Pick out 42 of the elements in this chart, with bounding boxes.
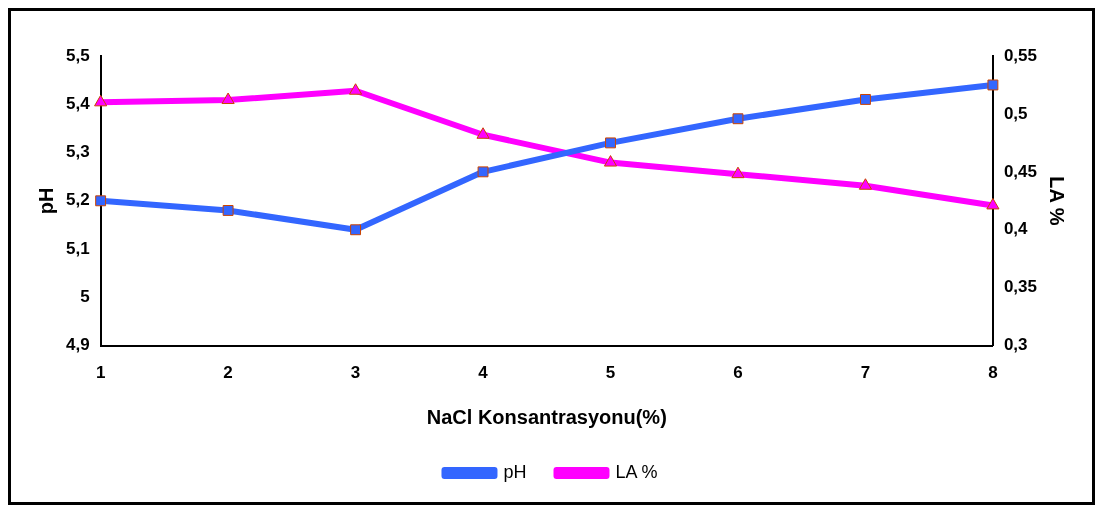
- point: [858, 178, 873, 190]
- point: [95, 195, 107, 207]
- point: [731, 166, 745, 179]
- y-tick-label: 5,2: [65, 190, 90, 210]
- y2-axis-title: LA %: [1046, 176, 1069, 226]
- x-tick-label: 5: [605, 363, 616, 383]
- y-tick-label: 5: [80, 287, 90, 307]
- x-tick-label: 6: [733, 363, 743, 383]
- y2-tick-label: 0,5: [1003, 103, 1028, 123]
- point: [94, 94, 108, 107]
- y2-tick-label: 0,4: [1003, 219, 1029, 239]
- y-tick-label: 5,5: [65, 45, 90, 65]
- point: [986, 197, 1000, 210]
- point: [603, 155, 618, 167]
- y2-tick-label: 0,55: [1003, 45, 1038, 65]
- point: [732, 113, 744, 125]
- point: [860, 93, 871, 105]
- point: [349, 83, 363, 95]
- y-tick-label: 5,3: [65, 142, 90, 162]
- point: [350, 224, 362, 236]
- y-tick-label: 5,4: [65, 93, 91, 113]
- point: [605, 137, 616, 149]
- legend-label: pH: [503, 461, 527, 482]
- point: [222, 205, 234, 216]
- y-tick-label: 5,1: [65, 238, 90, 258]
- y-axis-title: pH: [34, 187, 57, 215]
- point: [476, 127, 490, 139]
- y-tick-label: 4,9: [65, 335, 90, 355]
- x-tick-label: 8: [988, 363, 998, 383]
- point: [987, 79, 999, 91]
- x-tick-label: 7: [860, 363, 871, 383]
- x-tick-label: 3: [350, 363, 361, 383]
- legend-label: LA %: [615, 461, 658, 482]
- point: [477, 166, 489, 178]
- x-tick-label: 2: [223, 363, 233, 383]
- x-tick-label: 1: [95, 363, 106, 383]
- x-tick-label: 4: [478, 363, 489, 383]
- y2-tick-label: 0,35: [1003, 277, 1038, 297]
- y2-tick-label: 0,3: [1003, 335, 1028, 355]
- y2-tick-label: 0,45: [1003, 161, 1038, 181]
- x-axis-title: NaCl Konsantrasyonu(%): [426, 405, 667, 428]
- point: [221, 92, 235, 105]
